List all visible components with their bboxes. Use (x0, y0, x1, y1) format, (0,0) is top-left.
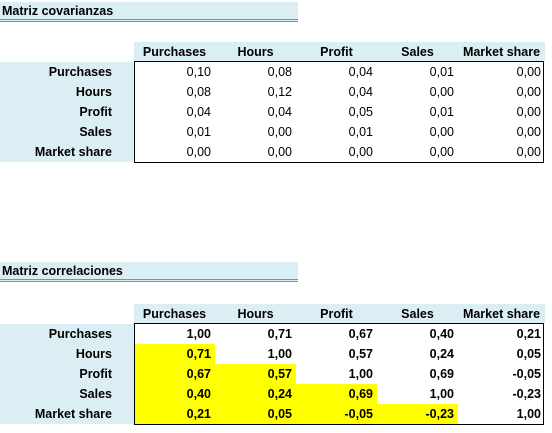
table-row: Sales 0,01 0,00 0,01 0,00 0,00 (0, 122, 545, 142)
corr-cell[interactable]: 1,00 (429, 387, 454, 401)
cov-col-header[interactable]: Purchases (134, 42, 215, 62)
corr-col-header[interactable]: Sales (377, 304, 458, 324)
cov-cell[interactable]: 0,04 (348, 85, 373, 99)
corr-col-header[interactable]: Purchases (134, 304, 215, 324)
corr-cell-highlighted[interactable]: 0,67 (134, 364, 215, 384)
cov-row-header[interactable]: Hours (0, 82, 134, 102)
corr-cell[interactable]: -0,05 (512, 367, 542, 381)
corr-cell-highlighted[interactable]: 0,05 (215, 404, 296, 424)
corr-cell-highlighted[interactable]: 0,21 (134, 404, 215, 424)
cov-cell[interactable]: 0,00 (516, 145, 541, 159)
cov-row-header[interactable]: Purchases (0, 62, 134, 82)
corr-cell[interactable]: 0,40 (429, 327, 454, 341)
cov-table: Purchases Hours Profit Sales Market shar… (0, 42, 545, 162)
cov-row-header[interactable]: Sales (0, 122, 134, 142)
corr-corner-cell (0, 304, 134, 324)
table-row: Hours 0,71 1,00 0,57 0,24 0,05 (0, 344, 545, 364)
corr-row-header[interactable]: Sales (0, 384, 134, 404)
corr-row-header[interactable]: Purchases (0, 324, 134, 344)
corr-cell-highlighted[interactable]: 0,57 (215, 364, 296, 384)
corr-col-header[interactable]: Market share (458, 304, 545, 324)
cov-corner-cell (0, 42, 134, 62)
corr-col-header[interactable]: Profit (296, 304, 377, 324)
corr-cell-highlighted[interactable]: 0,71 (134, 344, 215, 364)
cov-cell[interactable]: 0,04 (348, 65, 373, 79)
cov-cell[interactable]: 0,00 (516, 125, 541, 139)
corr-cell[interactable]: 0,21 (516, 327, 541, 341)
cov-col-header[interactable]: Hours (215, 42, 296, 62)
table-row: Market share 0,21 0,05 -0,05 -0,23 1,00 (0, 404, 545, 424)
cov-cell[interactable]: 0,00 (429, 145, 454, 159)
corr-row-header[interactable]: Market share (0, 404, 134, 424)
cov-cell[interactable]: 0,00 (516, 65, 541, 79)
cov-cell[interactable]: 0,04 (267, 105, 292, 119)
cov-cell[interactable]: 0,10 (186, 65, 211, 79)
table-row: Purchases 1,00 0,71 0,67 0,40 0,21 (0, 324, 545, 344)
corr-cell[interactable]: 1,00 (267, 347, 292, 361)
corr-header-row: Purchases Hours Profit Sales Market shar… (0, 304, 545, 324)
corr-col-header[interactable]: Hours (215, 304, 296, 324)
table-row: Purchases 0,10 0,08 0,04 0,01 0,00 (0, 62, 545, 82)
cov-col-header[interactable]: Profit (296, 42, 377, 62)
cov-cell[interactable]: 0,00 (429, 125, 454, 139)
corr-cell-highlighted[interactable]: -0,05 (296, 404, 377, 424)
cov-row-header[interactable]: Market share (0, 142, 134, 162)
cov-col-header[interactable]: Sales (377, 42, 458, 62)
corr-cell-highlighted[interactable]: 0,40 (134, 384, 215, 404)
corr-cell[interactable]: 0,71 (267, 327, 292, 341)
cov-cell[interactable]: 0,00 (348, 145, 373, 159)
cov-cell[interactable]: 0,00 (516, 105, 541, 119)
corr-cell-highlighted[interactable]: 0,69 (296, 384, 377, 404)
table-row: Profit 0,67 0,57 1,00 0,69 -0,05 (0, 364, 545, 384)
cov-cell[interactable]: 0,00 (516, 85, 541, 99)
corr-cell[interactable]: 1,00 (348, 367, 373, 381)
table-row: Profit 0,04 0,04 0,05 0,01 0,00 (0, 102, 545, 122)
corr-cell[interactable]: 0,24 (429, 347, 454, 361)
cov-row-header[interactable]: Profit (0, 102, 134, 122)
corr-row-header[interactable]: Hours (0, 344, 134, 364)
corr-cell[interactable]: 0,67 (348, 327, 373, 341)
corr-cell[interactable]: 1,00 (186, 327, 211, 341)
corr-cell[interactable]: 0,05 (516, 347, 541, 361)
corr-cell[interactable]: 0,57 (348, 347, 373, 361)
table-row: Hours 0,08 0,12 0,04 0,00 0,00 (0, 82, 545, 102)
cov-cell[interactable]: 0,01 (186, 125, 211, 139)
corr-table: Purchases Hours Profit Sales Market shar… (0, 304, 545, 424)
cov-cell[interactable]: 0,00 (186, 145, 211, 159)
corr-cell[interactable]: 1,00 (516, 407, 541, 421)
cov-cell[interactable]: 0,08 (186, 85, 211, 99)
corr-title: Matriz correlaciones (0, 262, 298, 282)
corr-cell-highlighted[interactable]: 0,24 (215, 384, 296, 404)
cov-header-row: Purchases Hours Profit Sales Market shar… (0, 42, 545, 62)
corr-row-header[interactable]: Profit (0, 364, 134, 384)
table-row: Market share 0,00 0,00 0,00 0,00 0,00 (0, 142, 545, 162)
cov-cell[interactable]: 0,01 (429, 105, 454, 119)
cov-cell[interactable]: 0,12 (267, 85, 292, 99)
cov-cell[interactable]: 0,00 (267, 145, 292, 159)
cov-col-header[interactable]: Market share (458, 42, 545, 62)
cov-title: Matriz covarianzas (0, 2, 298, 22)
cov-cell[interactable]: 0,00 (429, 85, 454, 99)
table-row: Sales 0,40 0,24 0,69 1,00 -0,23 (0, 384, 545, 404)
corr-cell[interactable]: -0,23 (512, 387, 542, 401)
corr-cell[interactable]: 0,69 (429, 367, 454, 381)
cov-cell[interactable]: 0,05 (348, 105, 373, 119)
cov-cell[interactable]: 0,01 (348, 125, 373, 139)
cov-cell[interactable]: 0,00 (267, 125, 292, 139)
corr-cell-highlighted[interactable]: -0,23 (377, 404, 458, 424)
cov-cell[interactable]: 0,01 (429, 65, 454, 79)
cov-cell[interactable]: 0,08 (267, 65, 292, 79)
cov-cell[interactable]: 0,04 (186, 105, 211, 119)
